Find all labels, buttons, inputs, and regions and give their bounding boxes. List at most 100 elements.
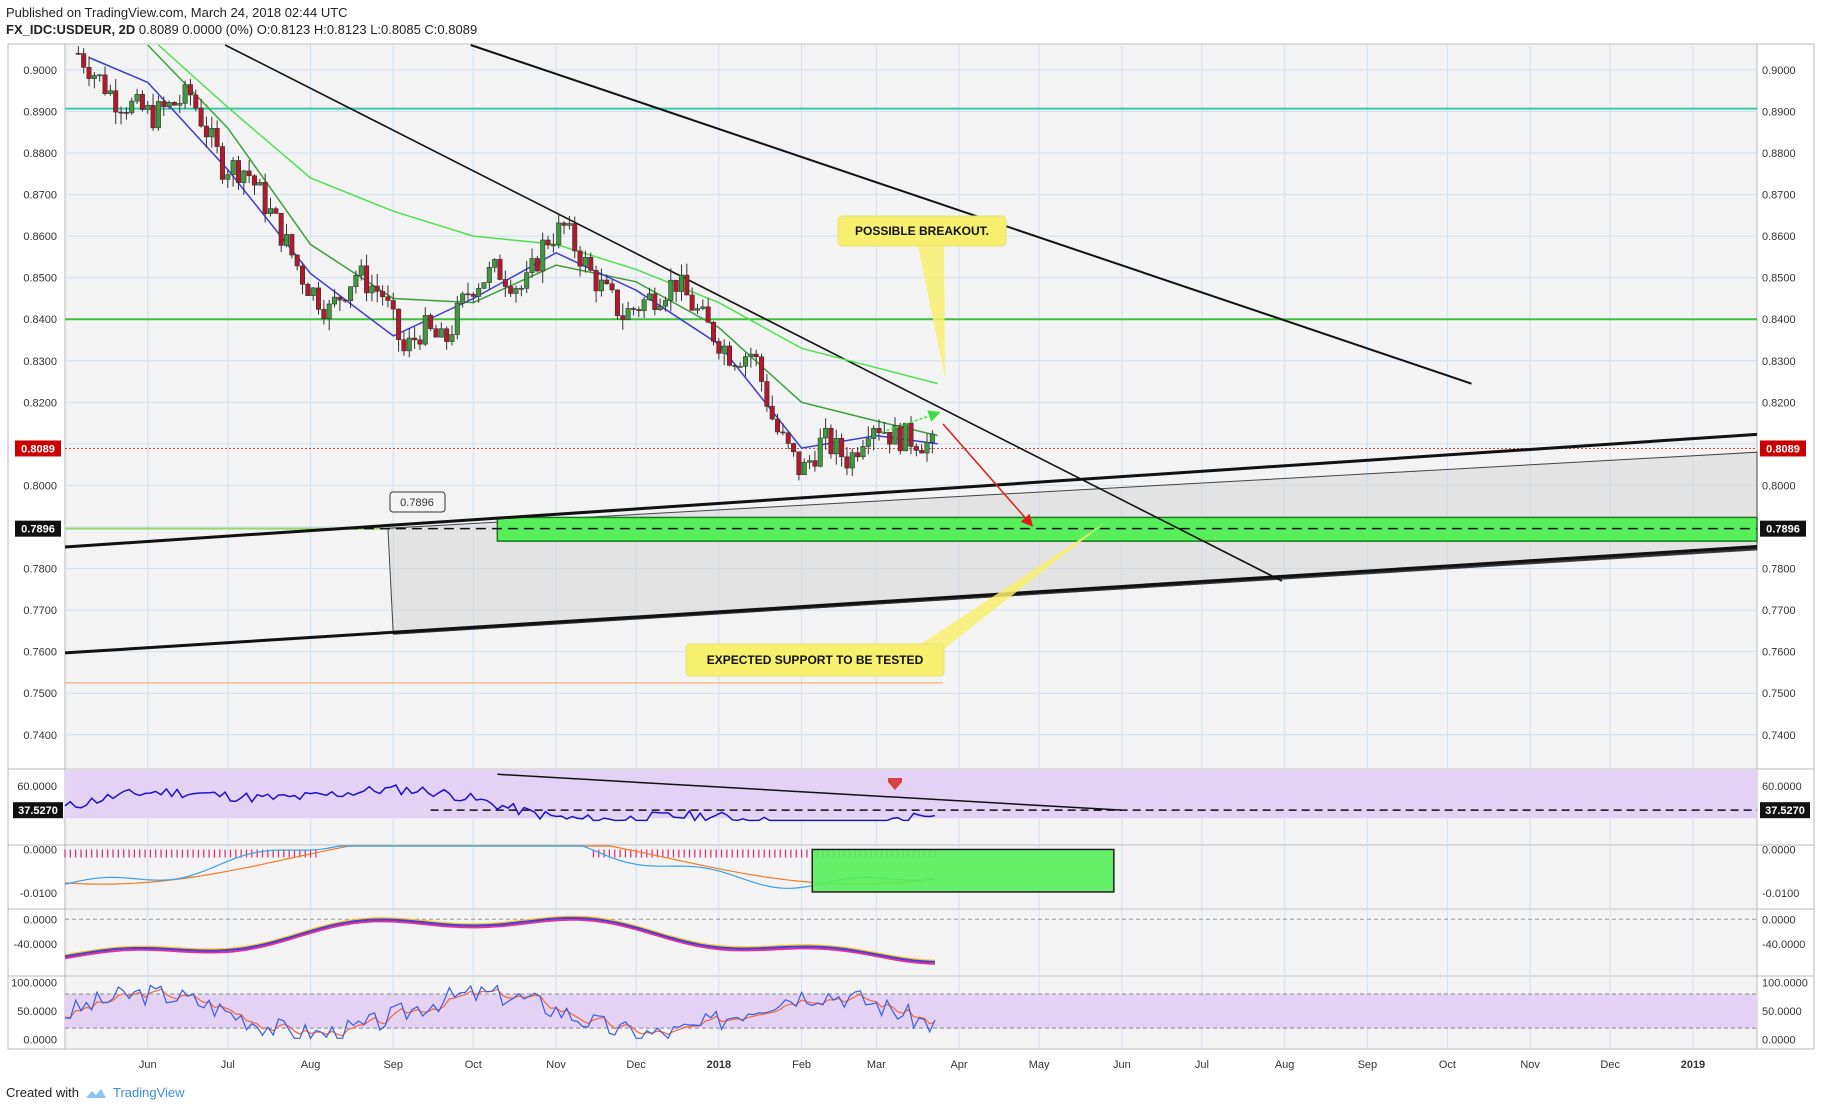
candle-body [417, 339, 423, 345]
candle-body [865, 438, 871, 447]
x-tick-label: Jun [139, 1059, 157, 1071]
candle-body [919, 450, 925, 454]
y-tick-label-right: 0.7700 [1762, 605, 1796, 617]
candle-body [609, 283, 615, 291]
callout-text: POSSIBLE BREAKOUT. [855, 224, 989, 238]
candle-body [924, 441, 930, 454]
stoch-tick-right: 100.0000 [1762, 978, 1808, 990]
y-tick-label-right: 0.7400 [1762, 730, 1796, 742]
candle-body [422, 315, 428, 345]
y-tick-label-right: 0.8700 [1762, 190, 1796, 202]
candle-body [534, 258, 540, 272]
candle-body [438, 328, 444, 338]
candle-body [257, 182, 263, 186]
support-tag-right-bg [1760, 520, 1806, 537]
callout-pointer [918, 246, 945, 378]
candle-body [235, 160, 241, 183]
x-tick-label: Oct [1439, 1059, 1456, 1071]
published-line: Published on TradingView.com, March 24, … [6, 5, 348, 20]
y-tick-label-left: 0.8500 [23, 273, 57, 285]
candle-body [759, 356, 765, 382]
x-tick-label: Apr [950, 1059, 967, 1071]
macd-tick-right: -0.0100 [1762, 888, 1799, 900]
y-tick-label-left: 0.7400 [23, 730, 57, 742]
candle-body [129, 100, 135, 114]
candle-body [380, 291, 386, 298]
rsi-value-tag-right: 37.5270 [1765, 805, 1805, 817]
candle-body [630, 308, 636, 310]
candle-body [316, 287, 322, 310]
support-tag-right: 0.7896 [1766, 524, 1800, 536]
candle-body [561, 222, 567, 226]
y-tick-label-left: 0.8200 [23, 397, 57, 409]
x-tick-label: Dec [626, 1059, 646, 1071]
x-tick-label: Sep [1358, 1059, 1378, 1071]
candle-body [684, 274, 690, 296]
price-bubble [389, 491, 446, 513]
y-tick-label-left: 0.8300 [23, 356, 57, 368]
candle-body [187, 84, 193, 96]
last-price-tag-right-bg [1760, 440, 1806, 457]
projection-wedge [387, 451, 1758, 635]
price-chart[interactable]: Jun Jul Aug Sep Oct Nov Dec 2018 Feb Mar Apr May Jun… [0, 0, 1822, 1080]
candle-body [502, 279, 508, 287]
callout-box [837, 215, 1007, 247]
macd-highlight-box [811, 848, 1115, 893]
y-tick-label-right: 0.8800 [1762, 148, 1796, 160]
candle-body [209, 128, 215, 138]
candle-body [828, 427, 834, 455]
rsi-line [64, 784, 936, 822]
candle-body [604, 279, 610, 285]
rsi-value-tag-left: 37.5270 [18, 805, 58, 817]
candle-body [769, 406, 775, 420]
candle-body [225, 174, 231, 180]
candle-body [657, 305, 663, 310]
candle-body [727, 345, 733, 366]
candle-body [460, 293, 466, 304]
candle-body [412, 337, 418, 341]
candle-body [374, 285, 380, 292]
x-tick-label: Mar [867, 1059, 886, 1071]
candle-body [294, 254, 300, 267]
candle-body [406, 337, 412, 352]
candle-body [737, 366, 743, 368]
candle-body [929, 433, 935, 443]
rsi-tick-left: 60.0000 [17, 781, 57, 793]
candle-body [369, 285, 375, 294]
candle-body [91, 75, 97, 79]
possible-breakout-callout: POSSIBLE BREAKOUT. [837, 215, 1007, 378]
candle-body [86, 66, 92, 79]
candle-body [785, 432, 791, 444]
candle-body [641, 299, 647, 311]
candle-body [219, 146, 225, 180]
candle-body [246, 170, 252, 177]
candle-body [839, 438, 845, 458]
stoch-tick-right: 0.0000 [1762, 1034, 1796, 1046]
chart-header: Published on TradingView.com, March 24, … [6, 4, 477, 38]
x-tick-label: 2018 [707, 1059, 731, 1071]
brand-label[interactable]: TradingView [112, 1085, 185, 1100]
osc-tick-left: 0.0000 [23, 914, 57, 926]
candle-body [267, 208, 273, 214]
candle-body [887, 432, 893, 445]
y-tick-label-left: 0.8700 [23, 190, 57, 202]
candle-body [582, 257, 588, 267]
candle-body [540, 239, 546, 272]
y-tick-label-right: 0.7600 [1762, 647, 1796, 659]
candle-body [694, 308, 700, 311]
descending-trendline-inner [224, 44, 1283, 582]
candle-body [652, 293, 658, 310]
candle-body [326, 303, 332, 320]
candle-body [588, 257, 594, 271]
y-tick-label-right: 0.9000 [1762, 65, 1796, 77]
candle-body [636, 309, 642, 311]
candle-body [300, 265, 306, 285]
candle-body [81, 53, 87, 68]
candle-body [476, 287, 482, 297]
candle-body [876, 428, 882, 434]
candle-body [348, 286, 354, 301]
ohlc-line: FX_IDC:USDEUR, 2D 0.8089 0.0000 (0%) O:0… [6, 21, 477, 38]
ema-mid-line [147, 44, 938, 437]
candle-body [97, 74, 103, 77]
last-price-tag-left-bg [15, 440, 61, 457]
